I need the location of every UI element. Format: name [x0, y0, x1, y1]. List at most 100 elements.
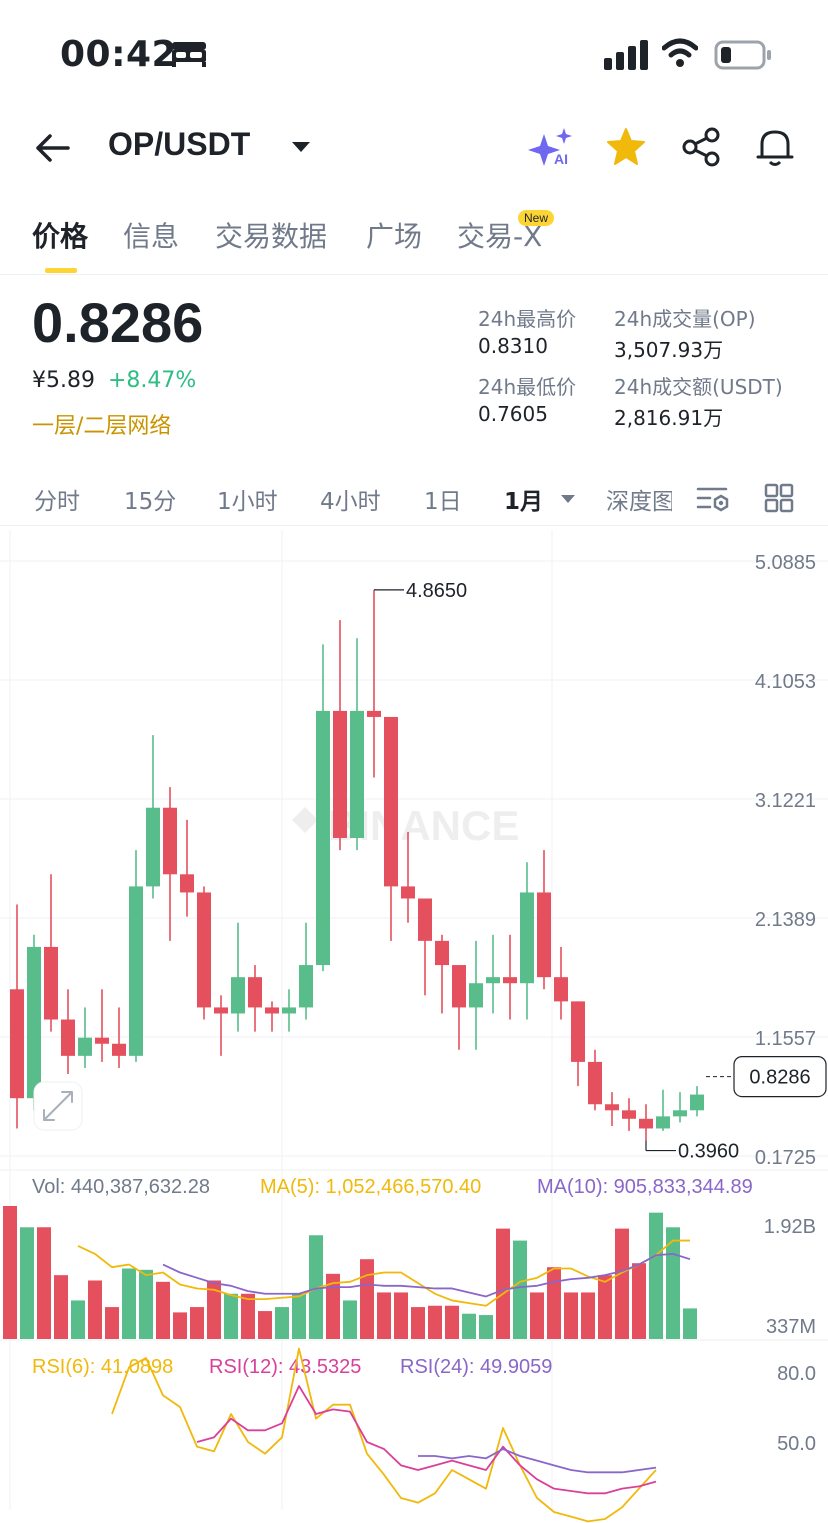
- rsi-tick-label: 50.0: [777, 1433, 816, 1455]
- volume-bar: [139, 1269, 153, 1339]
- vol-op-value: 3,507.93万: [614, 338, 724, 362]
- interval-1mo[interactable]: 1月: [504, 489, 544, 515]
- candle-body: [622, 1110, 636, 1119]
- candle-body: [418, 898, 432, 941]
- volume-bar: [3, 1206, 17, 1339]
- candle-body: [78, 1037, 92, 1056]
- svg-text:AI: AI: [554, 151, 568, 167]
- new-badge: New: [518, 210, 555, 226]
- candle-body: [282, 1007, 296, 1014]
- min-price-label: 0.3960: [678, 1141, 739, 1163]
- ai-sparkle-icon[interactable]: AI: [528, 126, 576, 170]
- candle-body: [333, 710, 347, 838]
- candle-body: [61, 1019, 75, 1056]
- favorite-star-icon[interactable]: [605, 126, 647, 168]
- cellular-signal-icon: [604, 40, 648, 70]
- sleep-mode-icon: [172, 42, 206, 67]
- volume-bar: [275, 1307, 289, 1339]
- candle-body: [44, 946, 58, 1020]
- back-arrow-icon[interactable]: [32, 128, 72, 168]
- tab-price[interactable]: 价格: [32, 220, 89, 253]
- candle-body: [588, 1061, 602, 1105]
- candle-body: [316, 710, 330, 966]
- interval-15m[interactable]: 15分: [124, 489, 177, 515]
- interval-depth[interactable]: 深度图: [606, 489, 672, 515]
- volume-bar: [105, 1307, 119, 1339]
- rsi12-legend: RSI(12): 43.5325: [209, 1356, 361, 1378]
- price-tick-label: 1.1557: [755, 1028, 816, 1050]
- candle-body: [129, 886, 143, 1056]
- volume-bar: [326, 1273, 340, 1339]
- rsi6-line: [111, 1347, 657, 1523]
- vol-usdt-value: 2,816.91万: [614, 406, 724, 430]
- candle-body: [146, 807, 160, 887]
- interval-4h[interactable]: 4小时: [320, 489, 381, 515]
- volume-bar: [479, 1315, 493, 1339]
- caret-down-icon[interactable]: [290, 140, 312, 154]
- candle-body: [112, 1043, 126, 1056]
- indicator-settings-icon[interactable]: [696, 484, 730, 514]
- volume-bar: [207, 1280, 221, 1339]
- rsi24-legend: RSI(24): 49.9059: [400, 1356, 552, 1378]
- current-price-label: 0.8286: [749, 1067, 810, 1089]
- volume-bar: [309, 1235, 323, 1339]
- candle-body: [248, 977, 262, 1008]
- share-icon[interactable]: [680, 126, 722, 168]
- rsi-axis: 80.0 50.0: [777, 1363, 816, 1455]
- layout-grid-icon[interactable]: [764, 483, 794, 513]
- volume-bar: [377, 1292, 391, 1339]
- tab-trading-data[interactable]: 交易数据: [215, 220, 328, 253]
- volume-bar: [615, 1228, 629, 1339]
- volume-bar: [88, 1280, 102, 1339]
- notification-bell-icon[interactable]: [754, 126, 796, 168]
- volume-layer: [3, 1206, 697, 1339]
- candle-body: [180, 874, 194, 893]
- ma5-legend: MA(5): 1,052,466,570.40: [260, 1176, 481, 1198]
- price-tick-label: 5.0885: [755, 552, 816, 574]
- last-price: 0.8286: [32, 291, 204, 354]
- pair-title[interactable]: OP/USDT: [108, 126, 251, 162]
- price-axis: 5.0885 4.1053 3.1221 2.1389 1.1557 0.1725: [755, 552, 816, 1169]
- candle-body: [639, 1118, 653, 1129]
- expand-chart-button[interactable]: [33, 1081, 83, 1131]
- tab-square[interactable]: 广场: [366, 220, 423, 253]
- volume-bar: [190, 1307, 204, 1339]
- volume-bar: [581, 1292, 595, 1339]
- low-label: 24h最低价: [478, 375, 577, 399]
- candle-body: [656, 1116, 670, 1129]
- candles-layer: [10, 589, 704, 1141]
- rsi-tick-label: 80.0: [777, 1363, 816, 1385]
- candle-body: [673, 1110, 687, 1117]
- volume-tick-label: 1.92B: [764, 1216, 816, 1238]
- volume-bar: [513, 1240, 527, 1339]
- price-tick-label: 0.1725: [755, 1147, 816, 1169]
- volume-axis: 1.92B 337M: [764, 1216, 816, 1338]
- network-tag[interactable]: 一层/二层网络: [32, 414, 172, 439]
- candle-body: [197, 892, 211, 1008]
- volume-bar: [71, 1300, 85, 1339]
- volume-legend: Vol: 440,387,632.28: [32, 1176, 210, 1198]
- ma10-legend: MA(10): 905,833,344.89: [537, 1176, 753, 1198]
- volume-bar: [122, 1268, 136, 1339]
- interval-bar: 分时 15分 1小时 4小时 1日 1月 深度图: [0, 470, 828, 526]
- volume-bar: [649, 1212, 663, 1339]
- volume-bar: [428, 1305, 442, 1339]
- interval-1h[interactable]: 1小时: [217, 489, 278, 515]
- vol-usdt-label: 24h成交额(USDT): [614, 375, 783, 399]
- candle-body: [503, 977, 517, 984]
- price-cny: ¥5.89: [32, 368, 95, 393]
- volume-ma5-line: [77, 1239, 690, 1307]
- volume-bar: [156, 1281, 170, 1339]
- volume-bar: [530, 1292, 544, 1339]
- interval-caret-icon[interactable]: [560, 494, 576, 504]
- tab-info[interactable]: 信息: [123, 220, 180, 253]
- candle-body: [571, 1001, 585, 1062]
- interval-1d[interactable]: 1日: [424, 489, 462, 515]
- candle-body: [384, 716, 398, 887]
- candle-body: [452, 965, 466, 1008]
- tab-active-indicator: [45, 268, 77, 273]
- interval-time[interactable]: 分时: [34, 489, 80, 515]
- candle-body: [520, 892, 534, 984]
- kline-chart[interactable]: BINANCE 5.08854.10533.12212.13891.15570.…: [0, 530, 828, 1523]
- candle-body: [690, 1094, 704, 1111]
